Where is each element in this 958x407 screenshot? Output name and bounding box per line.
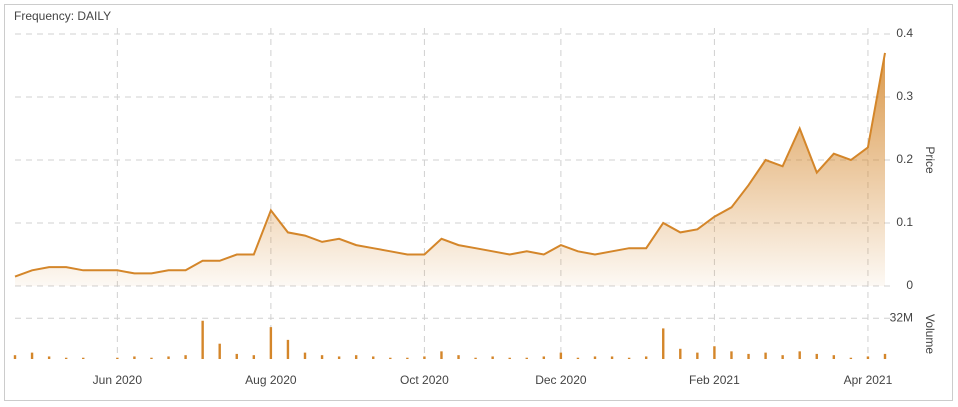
volume-bar [730, 351, 733, 359]
volume-bar [116, 357, 119, 359]
volume-bar [167, 356, 170, 359]
volume-axis-label: Volume [923, 314, 937, 354]
volume-bar [13, 355, 17, 359]
volume-bar [320, 355, 324, 359]
volume-bar [491, 356, 494, 359]
volume-bar [610, 356, 614, 359]
volume-bar [627, 357, 631, 359]
volume-bar [252, 355, 256, 359]
volume-bar [201, 320, 204, 359]
y-tick-label: 0.4 [896, 26, 913, 40]
volume-bar [269, 327, 273, 359]
volume-bar [150, 357, 153, 359]
volume-bar [866, 356, 870, 359]
volume-bar [440, 351, 443, 359]
volume-bar [508, 357, 511, 359]
volume-bar [644, 356, 648, 359]
price-line [14, 52, 886, 278]
y-axis-label: Price [923, 146, 937, 174]
x-tick-label: Dec 2020 [535, 373, 587, 387]
frequency-label: Frequency: DAILY [14, 9, 111, 23]
volume-bar [559, 352, 563, 359]
volume-bar [474, 357, 477, 359]
x-tick-label: Jun 2020 [93, 373, 143, 387]
x-tick-label: Apr 2021 [844, 373, 893, 387]
volume-bar [576, 357, 580, 359]
y-tick-label: 0.2 [896, 152, 913, 166]
volume-bar [133, 356, 136, 359]
volume-bar [593, 356, 597, 359]
volume-bar [423, 356, 426, 359]
volume-bar [64, 357, 68, 359]
volume-bar [47, 356, 51, 359]
volume-bar [542, 356, 546, 359]
volume-bar [764, 352, 767, 359]
y-tick-label: 0.1 [896, 215, 913, 229]
volume-bar [30, 352, 34, 359]
volume-bar [832, 355, 836, 359]
volume-bar [406, 357, 409, 359]
volume-bar [372, 356, 375, 359]
volume-bar [235, 353, 238, 359]
volume-bar [713, 346, 716, 359]
volume-bar [337, 356, 341, 359]
x-tick-label: Oct 2020 [400, 373, 449, 387]
y-tick-label: 32M [890, 310, 913, 324]
y-tick-label: 0 [906, 278, 913, 292]
volume-bar [747, 353, 750, 359]
volume-bar [679, 348, 682, 359]
volume-bar [82, 357, 85, 359]
volume-bar [781, 355, 784, 359]
x-tick-label: Feb 2021 [689, 373, 740, 387]
volume-bar [525, 357, 528, 359]
volume-bar [849, 357, 853, 359]
volume-bar [883, 353, 887, 359]
price-area [15, 52, 885, 287]
frame [4, 4, 953, 401]
y-tick-label: 0.3 [896, 89, 913, 103]
volume-bar [798, 351, 801, 359]
volume-bar [696, 352, 699, 359]
volume-bar [354, 355, 358, 359]
volume-bar [184, 355, 187, 359]
volume-bar [303, 352, 307, 359]
volume-bar [815, 353, 818, 359]
volume-bar [457, 355, 460, 359]
x-tick-label: Aug 2020 [245, 373, 297, 387]
volume-bar [389, 357, 392, 359]
volume-bar [286, 339, 290, 359]
volume-bar [218, 343, 221, 359]
volume-bar [662, 328, 665, 359]
